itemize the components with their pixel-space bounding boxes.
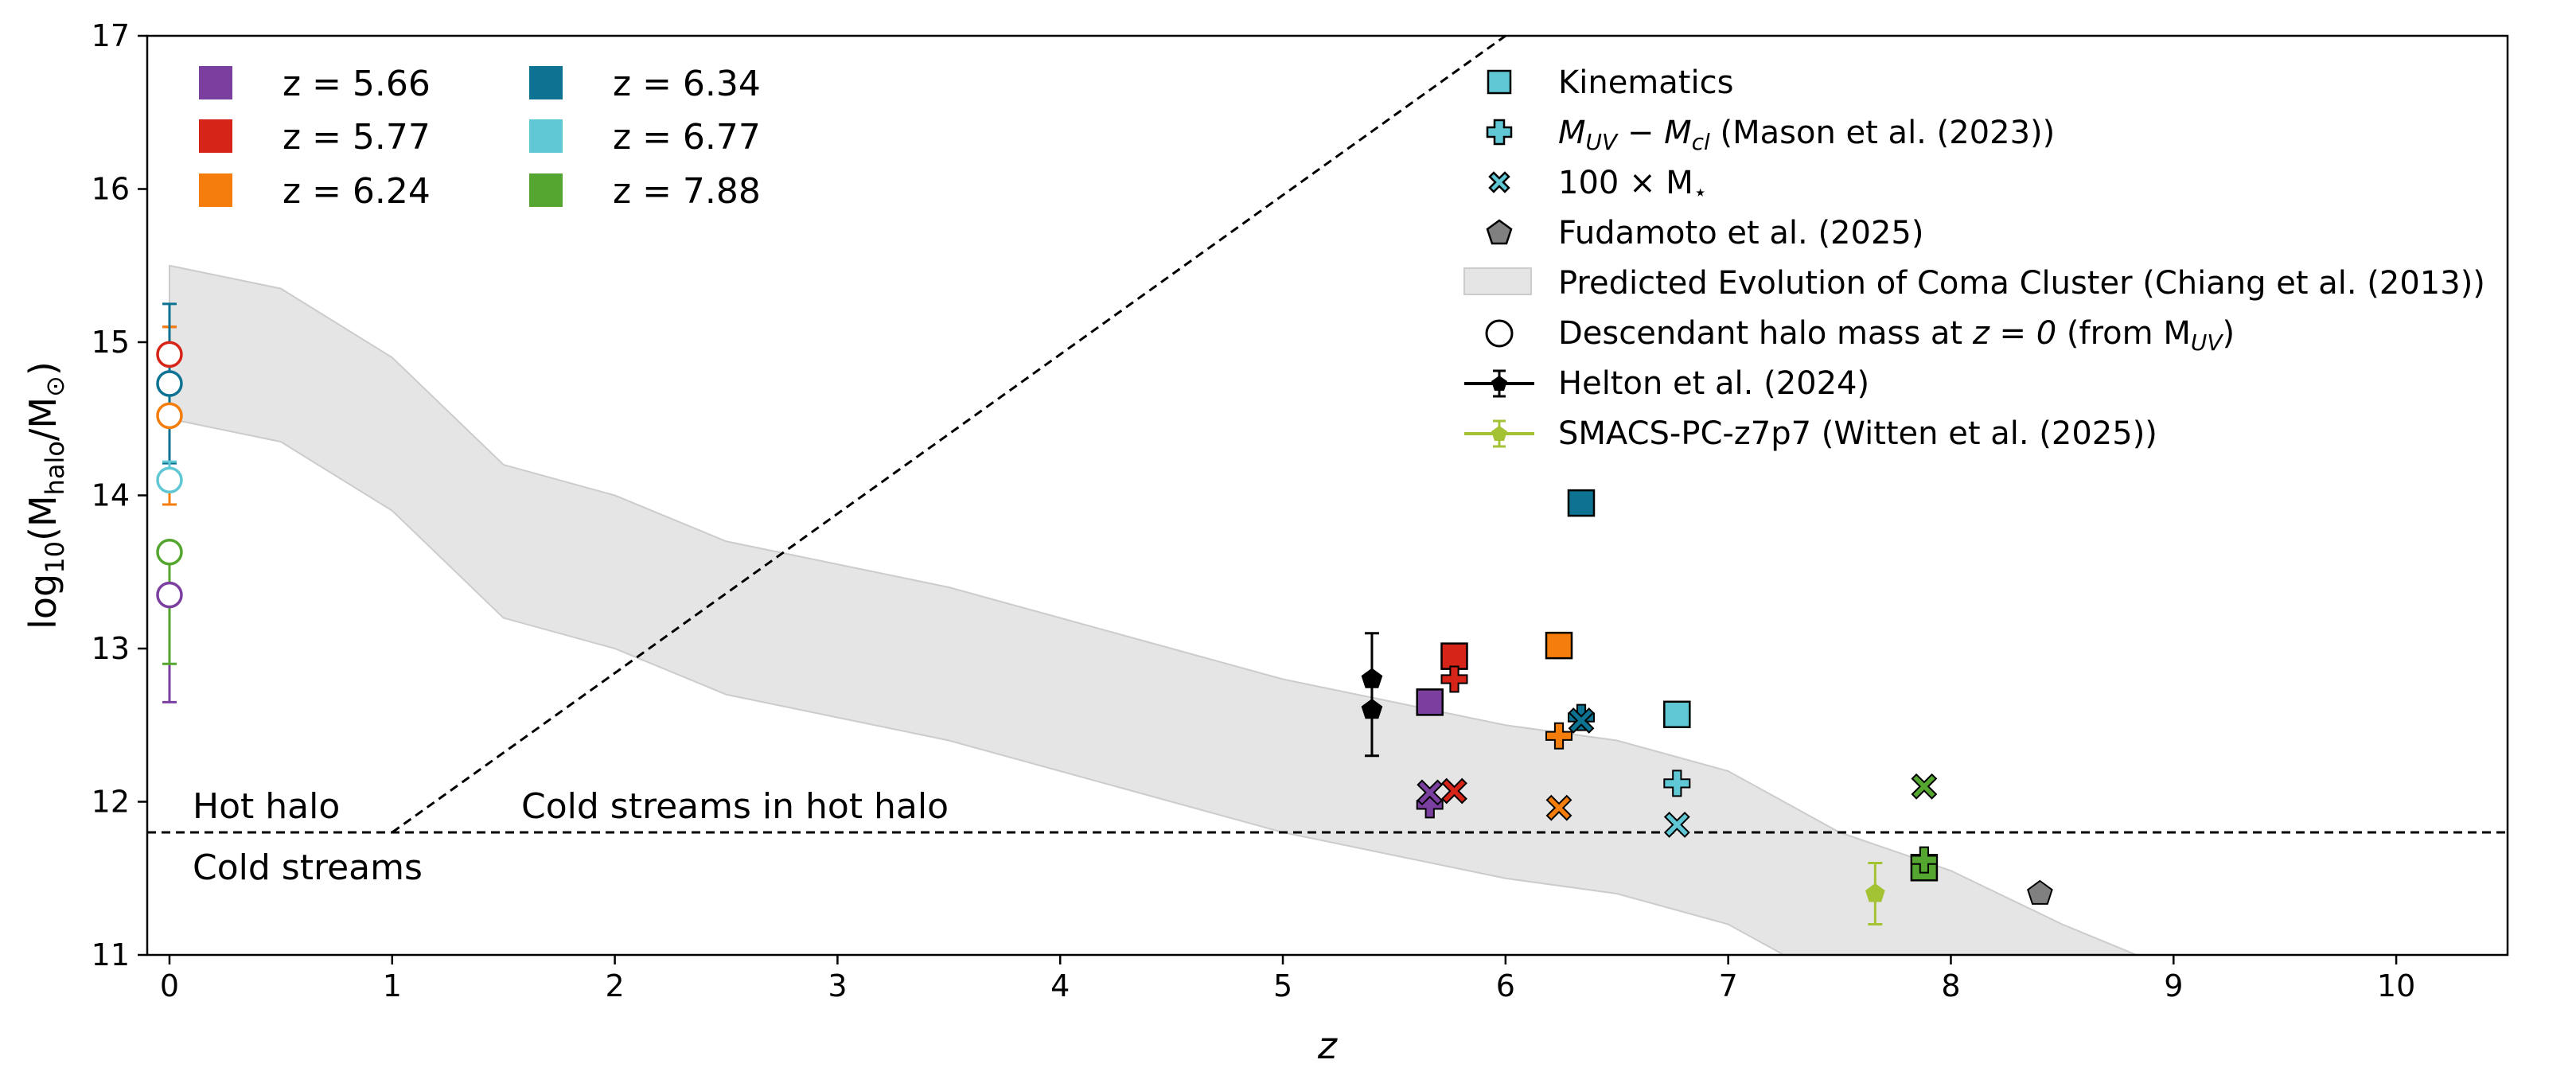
x-tick-label-1: 1 xyxy=(383,968,402,1003)
legend-mstar-label: 100 × M⋆ xyxy=(1558,165,1707,205)
mstar-point-1 xyxy=(1441,777,1467,805)
mstar-point-2 xyxy=(1545,794,1572,821)
kinematics-point-2 xyxy=(1545,631,1573,660)
descendant-point-0 xyxy=(156,581,183,609)
x-tick-label-6: 6 xyxy=(1496,968,1515,1003)
swatch-z624 xyxy=(199,173,232,207)
muv-point-1 xyxy=(1440,665,1468,693)
swatch-z788 xyxy=(529,173,563,207)
y-axis-label: log10(Mhalo/M⊙) xyxy=(21,361,70,629)
x-tick-label-8: 8 xyxy=(1941,968,1960,1003)
coma-band xyxy=(168,264,2139,955)
muv-point-2 xyxy=(1545,722,1572,750)
x-tick-label-4: 4 xyxy=(1050,968,1070,1003)
swatch-z634 xyxy=(529,66,563,99)
y-tick-label-11: 11 xyxy=(92,937,130,972)
legend-smacs-label: SMACS-PC-z7p7 (Witten et al. (2025)) xyxy=(1558,415,2157,452)
y-tick-label-13: 13 xyxy=(92,631,130,666)
mstar-point-3 xyxy=(1568,707,1595,734)
descendant-point-5 xyxy=(156,538,183,566)
legend-muv-marker xyxy=(1486,119,1513,146)
legend-fudamoto-label: Fudamoto et al. (2025) xyxy=(1558,215,1923,251)
mstar-point-5 xyxy=(1911,773,1938,800)
legend-helton-marker xyxy=(1464,369,1534,398)
legend-kinematics-label: Kinematics xyxy=(1558,64,1733,101)
label-z788: z = 7.88 xyxy=(613,171,761,212)
kinematics-point-0 xyxy=(1416,688,1444,716)
legend-muv-label: MUV − Mcl (Mason et al. (2023)) xyxy=(1558,115,2055,155)
legend-helton-label: Helton et al. (2024) xyxy=(1558,365,1869,402)
kinematics-point-4 xyxy=(1663,700,1691,729)
label-z566: z = 5.66 xyxy=(283,64,431,104)
label-z624: z = 6.24 xyxy=(283,171,431,212)
x-tick-label-10: 10 xyxy=(2377,968,2415,1003)
y-tick-label-12: 12 xyxy=(92,785,130,820)
helton-point-0 xyxy=(1361,668,1383,688)
descendant-point-4 xyxy=(156,466,183,493)
legend-coma-patch xyxy=(1463,267,1532,295)
x-tick-label-3: 3 xyxy=(828,968,847,1003)
descendant-point-2 xyxy=(156,402,183,430)
legend-fudamoto-marker xyxy=(1486,219,1513,245)
x-tick-label-2: 2 xyxy=(606,968,625,1003)
muv-point-5 xyxy=(1910,846,1938,874)
label-z577: z = 5.77 xyxy=(283,117,431,158)
muv-point-4 xyxy=(1663,770,1691,797)
legend-kinematics-marker xyxy=(1487,69,1512,95)
helton-point-1 xyxy=(1361,699,1383,719)
y-tick-label-17: 17 xyxy=(92,18,130,53)
x-tick-label-7: 7 xyxy=(1719,968,1738,1003)
descendant-point-3 xyxy=(156,370,183,397)
legend-smacs-marker xyxy=(1464,419,1534,448)
y-tick-label-16: 16 xyxy=(92,172,130,207)
swatch-z566 xyxy=(199,66,232,99)
mstar-point-0 xyxy=(1417,779,1444,806)
x-tick-label-0: 0 xyxy=(160,968,179,1003)
descendant-point-1 xyxy=(156,341,183,368)
legend-coma-label: Predicted Evolution of Coma Cluster (Chi… xyxy=(1558,265,2485,302)
x-tick-label-5: 5 xyxy=(1273,968,1292,1003)
x-axis-label: z xyxy=(1317,1024,1338,1067)
kinematics-point-1 xyxy=(1440,642,1468,670)
annotation-cold-streams-in-hot-halo: Cold streams in hot halo xyxy=(521,786,949,827)
kinematics-point-3 xyxy=(1567,489,1596,517)
y-tick-label-15: 15 xyxy=(92,325,130,360)
legend-descendant-label: Descendant halo mass at z = 0 (from MUV) xyxy=(1558,315,2235,356)
label-z634: z = 6.34 xyxy=(613,64,761,104)
legend-descendant-marker xyxy=(1485,319,1514,348)
legend-mstar-marker xyxy=(1488,171,1510,193)
swatch-z677 xyxy=(529,119,563,153)
label-z677: z = 6.77 xyxy=(613,117,761,158)
fudamoto-point-0 xyxy=(2027,879,2053,905)
smacs-point-0 xyxy=(1865,883,1885,902)
annotation-cold-streams: Cold streams xyxy=(193,847,423,888)
y-tick-label-14: 14 xyxy=(92,478,130,513)
x-tick-label-9: 9 xyxy=(2164,968,2183,1003)
mstar-point-4 xyxy=(1663,811,1690,838)
swatch-z577 xyxy=(199,119,232,153)
annotation-hot-halo: Hot halo xyxy=(193,786,340,827)
marker-legend: Kinematics MUV − Mcl (Mason et al. (2023… xyxy=(1463,64,2485,452)
redshift-legend: z = 5.66 z = 5.77 z = 6.24 z = 6.34 z = … xyxy=(199,64,761,212)
